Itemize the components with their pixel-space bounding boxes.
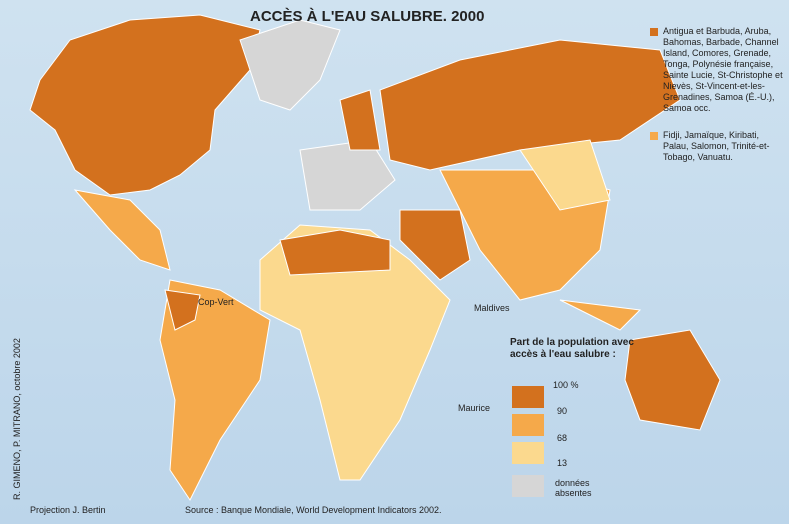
australia	[624, 329, 721, 431]
central-america	[73, 189, 171, 271]
note-swatch	[650, 132, 658, 140]
legend-swatch	[512, 442, 544, 464]
greenland	[239, 19, 341, 111]
credits-source: Source : Banque Mondiale, World Developm…	[185, 505, 442, 515]
legend-missing: données absentes	[555, 478, 592, 498]
north-america	[29, 14, 261, 196]
place-label: Maurice	[458, 403, 491, 413]
credits-projection: Projection J. Bertin	[30, 505, 106, 515]
note-swatch	[650, 28, 658, 36]
note: Antigua et Barbuda, Aruba, Bahomas, Barb…	[663, 26, 783, 113]
place-label: Maldives	[474, 303, 510, 313]
credits-authors: R. GIMENO, P. MITRANO, octobre 2002	[12, 338, 22, 500]
legend-bound: 90	[557, 406, 568, 416]
china	[519, 139, 611, 211]
legend-bound: 13	[557, 458, 568, 468]
legend-swatch	[512, 386, 544, 408]
colombia	[164, 289, 201, 331]
russia	[379, 39, 681, 171]
africa	[259, 224, 451, 481]
legend-bound: 68	[557, 433, 568, 443]
legend-swatch	[512, 475, 544, 497]
scandinavia	[339, 89, 381, 151]
southeast-asia	[559, 299, 642, 331]
place-label: Cop-Vert	[198, 297, 234, 307]
middle-east	[399, 209, 471, 281]
legend-bound: 100 %	[553, 380, 579, 390]
europe	[299, 139, 396, 211]
legend-title: Part de la population avec accès à l'eau…	[510, 337, 634, 360]
legend-swatch	[512, 414, 544, 436]
south-america	[159, 279, 271, 501]
title: ACCÈS À L'EAU SALUBRE. 2000	[250, 8, 485, 25]
note: Fidji, Jamaïque, Kiribati, Palau, Salomo…	[663, 130, 770, 162]
north-africa	[279, 229, 391, 276]
